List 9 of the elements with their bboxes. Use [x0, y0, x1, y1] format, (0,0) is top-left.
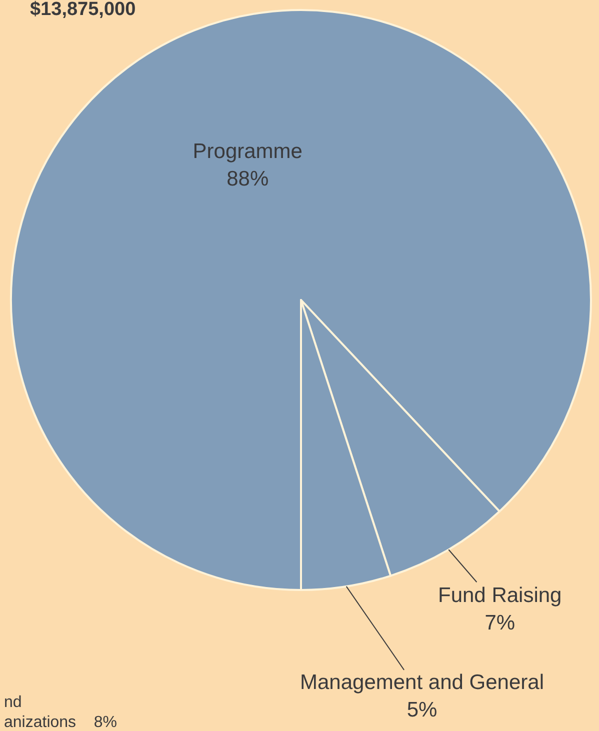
text: anizations 8% — [4, 714, 117, 731]
data-label: 88% — [226, 167, 269, 190]
slice-label: Fund Raising — [438, 584, 562, 607]
slice-label: Management and General — [300, 671, 544, 694]
text: nd — [4, 694, 22, 711]
data-label: 7% — [484, 611, 516, 634]
slice-label: Programme — [192, 140, 302, 164]
data-label: 5% — [406, 698, 438, 722]
chart-title: $13,875,000 — [30, 0, 136, 20]
